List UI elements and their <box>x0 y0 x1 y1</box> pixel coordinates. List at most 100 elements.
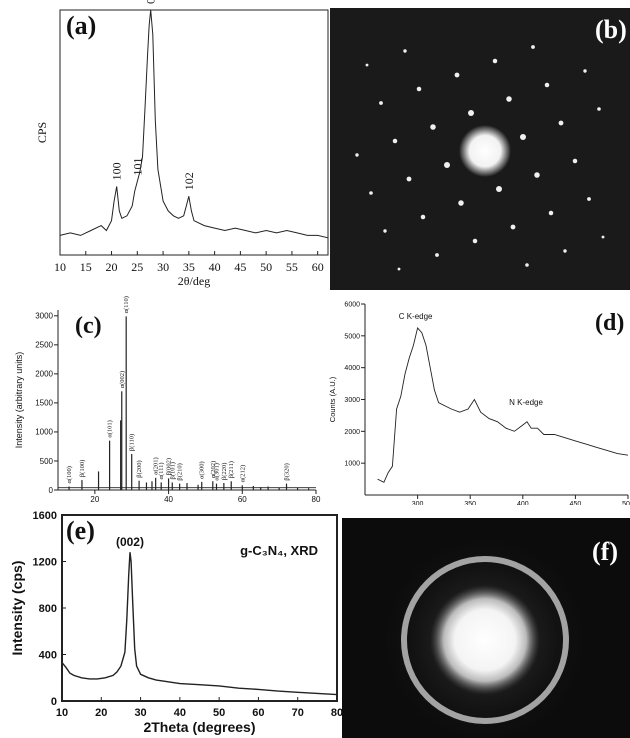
x-axis-label: 2θ/deg <box>178 274 210 288</box>
x-tick-label: 20 <box>106 260 118 274</box>
y-tick-label: 6000 <box>344 301 360 308</box>
panel-letter-a: (a) <box>66 11 96 40</box>
peak-label: α(212) <box>239 465 246 483</box>
panel-b-diffraction-image: (b) <box>330 8 630 290</box>
diffraction-ring-image: (f) <box>375 530 618 738</box>
diffraction-spot <box>383 229 387 233</box>
peak-label: β(101) <box>169 462 176 479</box>
y-axis-label: Counts (A.U.) <box>328 376 337 422</box>
diffraction-spot <box>525 263 529 267</box>
peak-label: β(220) <box>221 463 228 480</box>
diffraction-spot <box>534 172 540 178</box>
peak-label: β(110) <box>129 434 136 451</box>
x-tick-label: 40 <box>174 707 186 719</box>
diffraction-spot <box>416 86 422 92</box>
y-tick-label: 4000 <box>344 365 360 372</box>
peak-label: (002) <box>116 535 144 549</box>
x-tick-label: 450 <box>570 501 582 505</box>
peak-label: 101 <box>130 158 144 176</box>
peak-label: α(101) <box>107 420 114 438</box>
diffraction-spot <box>379 101 383 105</box>
diffraction-spot <box>365 63 369 67</box>
diffraction-spot <box>520 134 526 140</box>
peak-label: 102 <box>182 172 196 190</box>
panel-c: 204060800500100015002000250030002θ(degre… <box>0 290 325 505</box>
y-tick-label: 2000 <box>344 429 360 436</box>
diffraction-spot <box>355 153 359 157</box>
peak-label: β(100) <box>79 460 86 477</box>
panel-letter-c: (c) <box>75 313 102 339</box>
x-tick-label: 50 <box>213 707 225 719</box>
y-tick-label: 500 <box>40 457 54 466</box>
peak-label: 002 <box>144 0 158 4</box>
diffraction-spot <box>444 162 450 168</box>
y-axis-label: Intensity (cps) <box>9 561 25 656</box>
x-tick-label: 15 <box>80 260 92 274</box>
panel-e: 10 20 30 40 50 60 70 80 0 400 800 1200 1600 2Theta (d… <box>0 505 342 738</box>
panel-letter-d: (d) <box>595 310 624 336</box>
diffraction-spot <box>572 158 578 164</box>
panel-letter-e: (e) <box>66 516 95 545</box>
peak-label: α(202) <box>210 461 217 479</box>
y-tick-label: 1500 <box>35 399 53 408</box>
diffraction-spot <box>406 176 412 182</box>
y-tick-label: 1000 <box>35 428 53 437</box>
diffraction-spot <box>506 96 512 102</box>
y-axis-label: CPS <box>35 122 49 143</box>
y-tick-label: 5000 <box>344 333 360 340</box>
x-tick-label: 10 <box>54 260 66 274</box>
diffraction-spot <box>583 69 587 73</box>
peak-label: β(320) <box>284 463 291 480</box>
diffraction-spot <box>601 235 605 239</box>
x-tick-label: 80 <box>331 707 342 719</box>
diffraction-spot <box>563 249 567 253</box>
panel-letter-f: (f) <box>592 537 618 566</box>
diffraction-spot <box>587 197 591 201</box>
peak-label: α(301) <box>213 463 220 481</box>
y-tick-label: 2000 <box>35 370 53 379</box>
x-tick-label: 40 <box>209 260 221 274</box>
x-tick-label: 50 <box>260 260 272 274</box>
diffraction-spot <box>458 200 464 206</box>
x-tick-label: 80 <box>312 495 321 504</box>
edge-label: C K-edge <box>399 312 433 321</box>
central-beam <box>459 125 511 177</box>
panel-letter-b: (b) <box>595 15 627 44</box>
x-tick-label: 30 <box>134 707 146 719</box>
x-tick-label: 20 <box>95 707 107 719</box>
diffraction-spot <box>454 72 460 78</box>
diffraction-spot <box>597 107 601 111</box>
edge-label: N K-edge <box>509 398 543 407</box>
x-tick-label: 500 <box>622 501 630 505</box>
diffraction-spot <box>510 224 516 230</box>
y-tick-label: 1600 <box>33 510 57 522</box>
diffraction-spot <box>420 214 426 220</box>
chart-title: g-C₃N₄, XRD <box>240 543 318 558</box>
x-tick-label: 350 <box>464 501 476 505</box>
diffraction-spot <box>397 267 401 271</box>
y-tick-label: 3000 <box>344 397 360 404</box>
diffraction-spots-image: (b) <box>355 15 627 271</box>
y-tick-label: 3000 <box>35 312 53 321</box>
series-line <box>61 552 338 696</box>
x-tick-label: 10 <box>56 707 68 719</box>
diffraction-spot <box>430 124 436 130</box>
x-tick-label: 70 <box>292 707 304 719</box>
diffraction-spot <box>369 191 373 195</box>
plot-frame <box>59 9 329 256</box>
y-tick-label: 1200 <box>33 556 57 568</box>
diffraction-spot <box>548 210 554 216</box>
peak-label: α(201) <box>153 457 160 475</box>
peak-label: β(200) <box>136 460 143 477</box>
y-tick-label: 800 <box>39 603 57 615</box>
x-tick-label: 60 <box>252 707 264 719</box>
diffraction-ring <box>401 556 569 724</box>
y-tick-label: 2500 <box>35 341 53 350</box>
diffraction-spot <box>558 120 564 126</box>
x-axis-label: 2Theta (degrees) <box>143 719 255 735</box>
x-tick-label: 20 <box>90 495 99 504</box>
panel-d: 300350400450500100020003000400050006000E… <box>325 290 630 505</box>
x-tick-label: 30 <box>157 260 169 274</box>
y-tick-label: 0 <box>49 486 54 495</box>
